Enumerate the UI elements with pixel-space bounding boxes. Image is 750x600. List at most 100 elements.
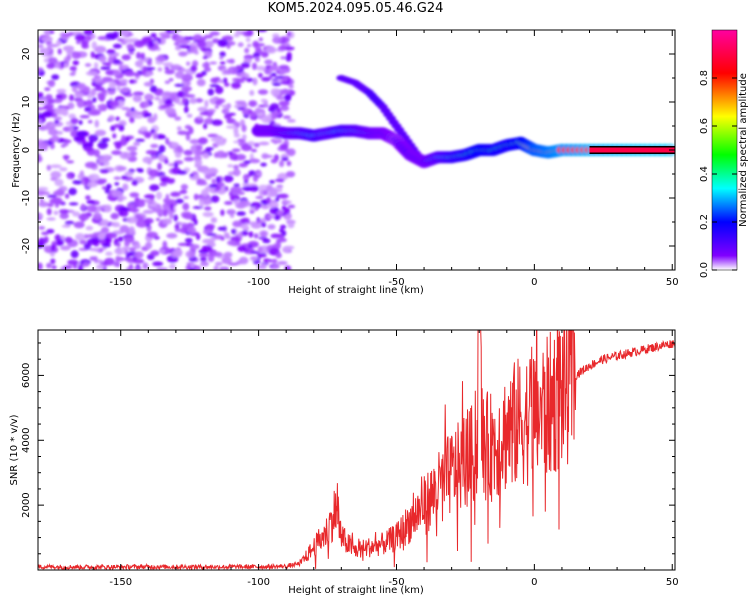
snr-ytick-label: 6000 bbox=[21, 363, 32, 388]
noise-speck bbox=[45, 94, 53, 101]
noise-speck bbox=[248, 221, 258, 226]
noise-speck bbox=[194, 159, 203, 166]
noise-speck bbox=[38, 67, 44, 72]
noise-speck bbox=[121, 107, 130, 111]
noise-speck bbox=[165, 193, 170, 202]
noise-speck bbox=[98, 55, 107, 63]
noise-speck bbox=[50, 258, 56, 265]
noise-speck bbox=[88, 134, 99, 143]
noise-speck bbox=[226, 209, 236, 215]
noise-speck bbox=[134, 60, 144, 68]
noise-speck bbox=[73, 221, 85, 229]
noise-speck bbox=[91, 41, 98, 50]
noise-speck bbox=[233, 199, 240, 205]
noise-speck bbox=[90, 51, 96, 59]
spec-xtick-label: 50 bbox=[666, 277, 679, 288]
noise-speck bbox=[237, 245, 247, 252]
noise-speck bbox=[105, 251, 113, 256]
noise-speck bbox=[89, 256, 97, 261]
noise-speck bbox=[257, 89, 269, 95]
noise-speck bbox=[39, 197, 44, 203]
noise-speck bbox=[226, 43, 231, 49]
noise-speck bbox=[169, 263, 176, 270]
noise-speck bbox=[231, 148, 241, 153]
noise-speck bbox=[262, 154, 274, 158]
noise-speck bbox=[64, 139, 72, 144]
noise-speck bbox=[170, 142, 179, 148]
noise-speck bbox=[274, 178, 284, 183]
noise-speck bbox=[167, 209, 172, 216]
noise-speck bbox=[197, 115, 204, 120]
noise-speck bbox=[248, 231, 254, 238]
noise-speck bbox=[264, 59, 273, 65]
noise-speck bbox=[83, 30, 94, 36]
noise-speck bbox=[204, 173, 212, 180]
noise-speck bbox=[155, 56, 167, 62]
noise-speck bbox=[173, 162, 179, 168]
noise-speck bbox=[163, 91, 173, 96]
noise-speck bbox=[142, 262, 149, 270]
noise-speck bbox=[220, 236, 225, 241]
noise-speck bbox=[56, 88, 67, 94]
noise-speck bbox=[72, 211, 81, 217]
noise-speck bbox=[66, 160, 75, 164]
noise-speck bbox=[226, 240, 236, 246]
noise-speck bbox=[86, 199, 96, 205]
noise-speck bbox=[186, 113, 193, 118]
noise-speck bbox=[110, 212, 120, 220]
noise-speck bbox=[129, 192, 140, 198]
noise-speck bbox=[260, 162, 267, 167]
noise-speck bbox=[214, 261, 223, 266]
noise-speck bbox=[113, 176, 122, 180]
noise-speck bbox=[71, 51, 82, 60]
noise-speck bbox=[285, 171, 296, 178]
noise-speck bbox=[174, 223, 180, 230]
noise-speck bbox=[277, 172, 289, 181]
noise-speck bbox=[287, 222, 295, 229]
noise-speck bbox=[149, 85, 158, 93]
noise-speck bbox=[140, 52, 145, 60]
noise-speck bbox=[277, 186, 283, 193]
noise-speck bbox=[189, 267, 196, 270]
noise-speck bbox=[185, 133, 191, 141]
noise-speck bbox=[231, 228, 236, 235]
noise-speck bbox=[240, 62, 251, 69]
noise-speck bbox=[44, 103, 54, 110]
noise-speck bbox=[193, 193, 199, 201]
noise-speck bbox=[216, 150, 226, 159]
noise-speck bbox=[200, 261, 209, 267]
noise-speck bbox=[261, 189, 269, 196]
noise-speck bbox=[94, 149, 100, 158]
noise-speck bbox=[112, 69, 121, 76]
noise-speck bbox=[219, 56, 224, 60]
noise-speck bbox=[68, 113, 76, 120]
noise-speck bbox=[106, 49, 116, 54]
noise-speck bbox=[132, 94, 142, 103]
noise-speck bbox=[275, 196, 280, 202]
noise-speck bbox=[116, 242, 121, 248]
noise-speck bbox=[227, 262, 239, 266]
noise-speck bbox=[38, 113, 49, 118]
noise-speck bbox=[144, 133, 152, 139]
noise-speck bbox=[134, 72, 141, 77]
noise-speck bbox=[253, 233, 259, 239]
noise-speck bbox=[39, 47, 50, 55]
noise-speck bbox=[252, 40, 260, 48]
noise-speck bbox=[269, 103, 280, 111]
noise-speck bbox=[144, 93, 154, 102]
noise-speck bbox=[50, 244, 56, 252]
noise-speck bbox=[248, 109, 253, 115]
noise-speck bbox=[157, 135, 166, 139]
noise-speck bbox=[284, 94, 292, 102]
colorbar-tick-label: 0.0 bbox=[699, 262, 710, 278]
noise-speck bbox=[195, 265, 201, 270]
noise-speck bbox=[119, 210, 129, 217]
noise-speck bbox=[222, 107, 230, 115]
noise-speck bbox=[280, 56, 287, 60]
colorbar-label: Normalized spectral amplitude bbox=[738, 73, 749, 227]
noise-speck bbox=[258, 184, 268, 190]
noise-speck bbox=[279, 228, 284, 233]
noise-speck bbox=[129, 151, 138, 156]
noise-speck bbox=[124, 38, 135, 44]
noise-speck bbox=[272, 36, 283, 44]
